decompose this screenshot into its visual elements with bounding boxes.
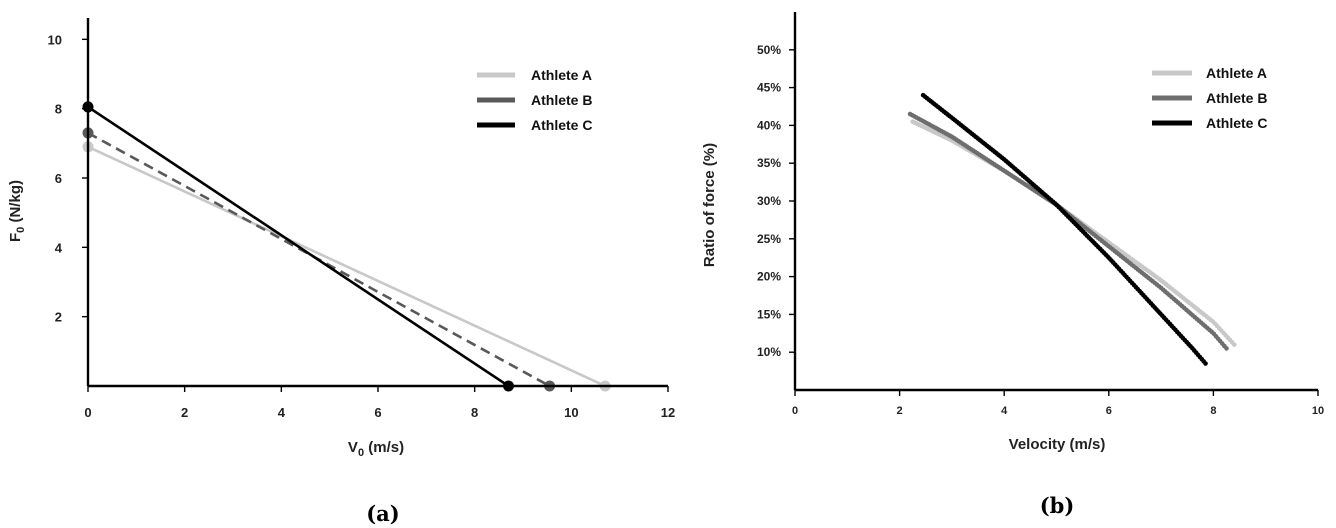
panel-b-series-athlete-c [920, 92, 1208, 366]
panel-b-series-athlete-b [907, 111, 1229, 351]
panel-b-y-tick-label: 15% [757, 307, 781, 321]
panel-b-x-tick-label: 4 [1001, 405, 1008, 417]
panel-b-label: (b) [1040, 493, 1075, 518]
panel-b-y-tick-label: 35% [757, 156, 781, 170]
panel-b: 0 2 4 6 8 10 10% 15% 20% 25% 30% 35% 40% 45% 50% Athle… [701, 12, 1324, 518]
panel-a-x-tick-label: 8 [471, 405, 478, 420]
panel-a-x-axis-title-main: V [348, 439, 358, 456]
panel-a-y-tick-label: 8 [55, 102, 62, 117]
panel-a-label: (a) [366, 501, 399, 526]
panel-a-x-axis-title: V0 (m/s) [348, 439, 404, 459]
panel-b-x-tick-label: 0 [792, 405, 798, 417]
panel-a-y-tick-label: 10 [48, 32, 62, 47]
panel-b-legend-label: Athlete C [1206, 115, 1267, 131]
panel-b-legend-label: Athlete A [1206, 65, 1267, 81]
panel-b-x-tick-label: 10 [1312, 405, 1324, 417]
panel-a-x-tick-label: 0 [84, 405, 91, 420]
panel-a-y-tick-label: 6 [55, 171, 62, 186]
panel-b-point-athlete-a [1232, 342, 1237, 347]
panel-b-series [907, 92, 1237, 366]
panel-a-legend-label: Athlete B [531, 92, 592, 108]
panel-b-x-tick-label: 6 [1106, 405, 1112, 417]
panel-b-x-axis-title: Velocity (m/s) [1009, 436, 1106, 453]
panel-a-x-tick-label: 12 [661, 405, 675, 420]
panel-a-line-athlete-c [87, 105, 510, 388]
panel-a-y-axis-title-unit: (N/kg) [7, 180, 24, 227]
panel-a-line-athlete-a [87, 145, 606, 388]
panel-b-y-tick-label: 10% [757, 345, 781, 359]
panel-b-x-tick-label: 8 [1210, 405, 1216, 417]
panel-a-y-axis-title-main: F [7, 233, 24, 242]
panel-b-y-tick-label: 40% [757, 118, 781, 132]
panel-b-y-axis-title: Ratio of force (%) [701, 143, 718, 267]
panel-b-point-athlete-c [1203, 361, 1208, 366]
panel-a-x-axis-title-sub: 0 [358, 447, 364, 459]
panel-a-x-tick-label: 4 [278, 405, 286, 420]
panel-a-y-axis-title: F0 (N/kg) [7, 180, 27, 242]
panel-a-x-tick-label: 2 [181, 405, 188, 420]
panel-b-y-tick-label: 20% [757, 270, 781, 284]
panel-a-x-tick-label: 10 [564, 405, 578, 420]
panel-b-y-tick-label: 50% [757, 43, 781, 57]
panel-a-x-axis-title-unit: (m/s) [364, 439, 404, 456]
panel-b-legend-label: Athlete B [1206, 90, 1267, 106]
panel-a-y-tick-label: 2 [55, 310, 62, 325]
panel-a-y-tick-label: 4 [55, 240, 63, 255]
panel-b-y-tick-label: 30% [757, 194, 781, 208]
panel-b-y-tick-label: 25% [757, 232, 781, 246]
panel-a-y-axis-title-sub: 0 [15, 227, 27, 233]
panel-a-legend: Athlete A Athlete B Athlete C [477, 67, 592, 133]
panel-a-series [82, 101, 611, 392]
panel-b-point-athlete-b [1224, 346, 1229, 351]
panel-a-legend-label: Athlete C [531, 117, 592, 133]
panel-b-legend: Athlete A Athlete B Athlete C [1152, 65, 1267, 131]
panel-b-x-tick-label: 2 [897, 405, 903, 417]
panel-a-axes: 0 2 4 6 8 10 12 2 4 6 8 10 [48, 18, 675, 420]
panel-b-y-tick-label: 45% [757, 81, 781, 95]
panel-a-legend-label: Athlete A [531, 67, 592, 83]
panel-a-x-tick-label: 6 [374, 405, 381, 420]
panel-b-axes: 0 2 4 6 8 10 10% 15% 20% 25% 30% 35% 40% 45% 50% [757, 12, 1324, 417]
